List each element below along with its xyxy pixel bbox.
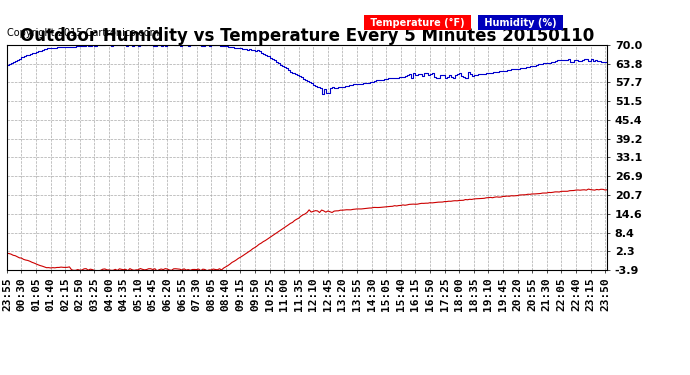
Text: Copyright 2015 Cartronics.com: Copyright 2015 Cartronics.com [7,27,159,38]
Text: Temperature (°F): Temperature (°F) [367,18,468,27]
Text: Humidity (%): Humidity (%) [481,18,560,27]
Title: Outdoor Humidity vs Temperature Every 5 Minutes 20150110: Outdoor Humidity vs Temperature Every 5 … [20,27,594,45]
